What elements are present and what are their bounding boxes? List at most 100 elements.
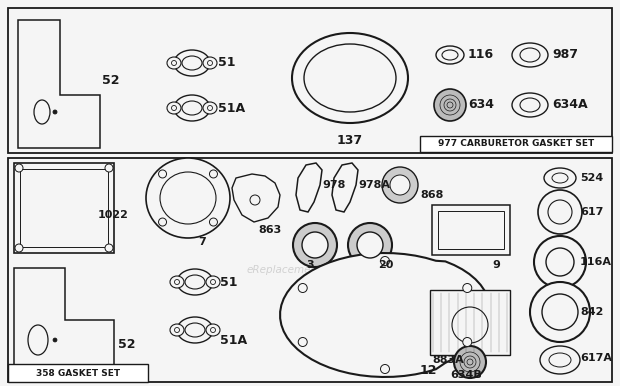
Polygon shape <box>296 163 322 212</box>
Circle shape <box>105 244 113 252</box>
Text: 137: 137 <box>337 134 363 147</box>
Ellipse shape <box>534 236 586 288</box>
Circle shape <box>208 105 213 110</box>
Text: 868: 868 <box>420 190 443 200</box>
Circle shape <box>298 337 308 347</box>
Ellipse shape <box>382 167 418 203</box>
Circle shape <box>463 283 472 293</box>
Ellipse shape <box>442 50 458 60</box>
Text: 977 CARBURETOR GASKET SET: 977 CARBURETOR GASKET SET <box>438 139 594 149</box>
Ellipse shape <box>177 317 213 343</box>
Ellipse shape <box>203 57 217 69</box>
Polygon shape <box>18 20 100 148</box>
Ellipse shape <box>304 44 396 112</box>
Ellipse shape <box>185 323 205 337</box>
Ellipse shape <box>549 353 571 367</box>
Ellipse shape <box>530 282 590 342</box>
Ellipse shape <box>182 101 202 115</box>
Circle shape <box>174 327 180 332</box>
Ellipse shape <box>546 248 574 276</box>
Ellipse shape <box>203 102 217 114</box>
Circle shape <box>250 195 260 205</box>
Circle shape <box>452 307 488 343</box>
Ellipse shape <box>454 346 486 378</box>
Ellipse shape <box>348 223 392 267</box>
Text: 634A: 634A <box>552 98 588 112</box>
Ellipse shape <box>520 48 540 62</box>
Circle shape <box>174 279 180 284</box>
Ellipse shape <box>538 190 582 234</box>
Text: 1022: 1022 <box>98 210 129 220</box>
Text: 842: 842 <box>580 307 603 317</box>
Ellipse shape <box>167 57 181 69</box>
Ellipse shape <box>174 50 210 76</box>
Text: 51A: 51A <box>220 334 247 347</box>
Ellipse shape <box>182 56 202 70</box>
Circle shape <box>159 170 167 178</box>
Text: 883A: 883A <box>432 355 464 365</box>
Text: 52: 52 <box>118 339 136 352</box>
Bar <box>8 158 612 382</box>
Text: 116A: 116A <box>580 257 612 267</box>
Ellipse shape <box>170 276 184 288</box>
Ellipse shape <box>206 324 220 336</box>
Circle shape <box>208 61 213 66</box>
Text: 978: 978 <box>322 180 345 190</box>
Text: 51: 51 <box>220 276 237 288</box>
Text: 9: 9 <box>492 260 500 270</box>
Ellipse shape <box>390 175 410 195</box>
Ellipse shape <box>206 276 220 288</box>
Circle shape <box>211 279 216 284</box>
Circle shape <box>463 337 472 347</box>
Circle shape <box>53 110 57 114</box>
Text: 3: 3 <box>306 260 314 270</box>
Circle shape <box>298 283 308 293</box>
Ellipse shape <box>28 325 48 355</box>
Text: 987: 987 <box>552 49 578 61</box>
Circle shape <box>381 257 389 266</box>
Circle shape <box>381 364 389 374</box>
Ellipse shape <box>544 168 576 188</box>
Ellipse shape <box>160 172 216 224</box>
Text: 52: 52 <box>102 73 120 86</box>
Text: 524: 524 <box>580 173 603 183</box>
Polygon shape <box>14 268 114 375</box>
Ellipse shape <box>177 269 213 295</box>
Ellipse shape <box>512 43 548 67</box>
Polygon shape <box>332 163 358 212</box>
Text: 634B: 634B <box>450 370 482 380</box>
Bar <box>8 8 612 153</box>
Ellipse shape <box>34 100 50 124</box>
Ellipse shape <box>302 232 328 258</box>
Ellipse shape <box>185 275 205 289</box>
Ellipse shape <box>357 232 383 258</box>
Ellipse shape <box>542 294 578 330</box>
Ellipse shape <box>170 324 184 336</box>
Text: 617: 617 <box>580 207 603 217</box>
Ellipse shape <box>552 173 568 183</box>
Circle shape <box>172 61 177 66</box>
Ellipse shape <box>174 95 210 121</box>
Bar <box>432 205 510 255</box>
Circle shape <box>210 218 218 226</box>
Text: 978A: 978A <box>358 180 390 190</box>
Polygon shape <box>232 174 280 222</box>
Text: 20: 20 <box>378 260 393 270</box>
Text: 634: 634 <box>468 98 494 112</box>
Polygon shape <box>280 253 490 377</box>
Text: 116: 116 <box>468 49 494 61</box>
Text: eReplacementParts.com: eReplacementParts.com <box>246 265 374 275</box>
Ellipse shape <box>512 93 548 117</box>
Circle shape <box>105 164 113 172</box>
Ellipse shape <box>520 98 540 112</box>
Circle shape <box>15 244 23 252</box>
Text: 7: 7 <box>198 237 206 247</box>
Ellipse shape <box>293 223 337 267</box>
Text: 12: 12 <box>420 364 438 376</box>
Bar <box>430 290 510 355</box>
Text: 863: 863 <box>258 225 281 235</box>
Ellipse shape <box>292 33 408 123</box>
Text: 358 GASKET SET: 358 GASKET SET <box>36 369 120 378</box>
Ellipse shape <box>540 346 580 374</box>
Bar <box>14 163 114 253</box>
